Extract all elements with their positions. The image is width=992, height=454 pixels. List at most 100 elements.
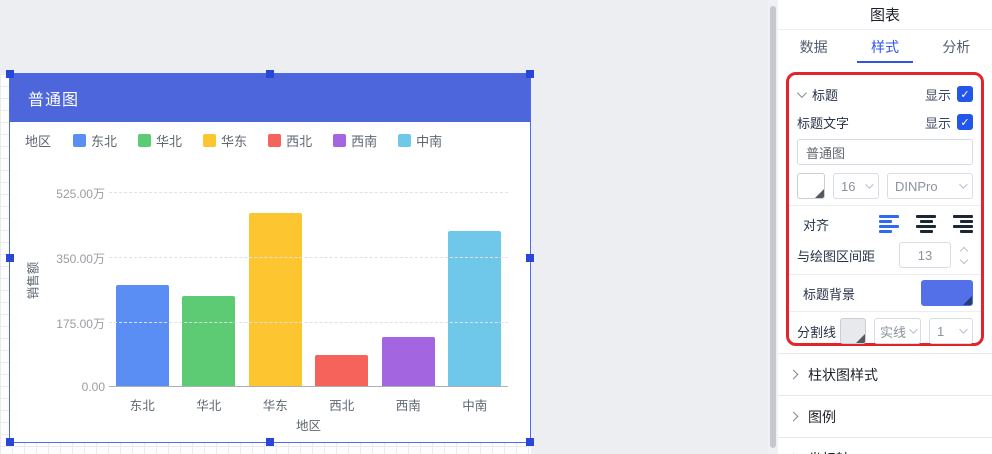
bar-西北[interactable] (315, 355, 369, 386)
y-tick-label: 350.00万 (56, 252, 105, 266)
bar-slot (309, 192, 376, 386)
legend-label: 中南 (416, 133, 443, 149)
align-right-icon[interactable] (953, 215, 973, 233)
divider-width-select[interactable]: 1 (929, 318, 973, 344)
bar-slot (442, 192, 509, 386)
selection-handle-top-left[interactable] (6, 70, 14, 78)
title-text-row: 标题文字 显示 ✓ (797, 108, 973, 136)
spacing-input[interactable]: 13 (899, 242, 951, 268)
chevron-right-icon (788, 411, 799, 422)
chart-widget[interactable]: 普通图 地区 东北 华北 华东 西北 西南 中南 0.00 175.00万 350.00万 52… (6, 70, 534, 446)
font-size-value: 16 (841, 178, 856, 194)
spacing-row: 与绘图区间距 13 (797, 239, 973, 271)
stepper-up-icon[interactable] (959, 246, 969, 255)
legend-swatch (333, 133, 347, 147)
legend-swatch (203, 133, 217, 147)
x-tick-label: 西南 (395, 399, 421, 413)
legend-item[interactable]: 东北 (73, 131, 117, 150)
x-axis-labels: 东北 华北 华东 西北 西南 中南 (109, 395, 508, 414)
divider-width-value: 1 (937, 323, 945, 339)
section-label: 图例 (808, 408, 836, 425)
selection-handle-top-right[interactable] (526, 70, 534, 78)
align-center-icon[interactable] (916, 215, 936, 233)
legend-item[interactable]: 中南 (398, 131, 442, 150)
x-tick-label: 西北 (329, 399, 355, 413)
scrollbar-thumb[interactable] (770, 6, 776, 448)
selection-handle-right[interactable] (526, 254, 534, 262)
title-text-checkbox[interactable]: ✓ (957, 114, 973, 130)
stepper-down-icon[interactable] (959, 255, 969, 264)
divider-color-swatch[interactable] (840, 318, 866, 344)
legend-item[interactable]: 西南 (333, 131, 377, 150)
settings-panel: 图表 数据 样式 分析 标题 显示 ✓ 标题文字 显示 ✓ (778, 0, 992, 454)
selection-handle-top-center[interactable] (266, 70, 274, 78)
spacing-stepper[interactable] (955, 242, 973, 268)
swatch-corner (963, 296, 972, 305)
x-axis-title: 地区 (295, 419, 321, 433)
x-tick-label: 华北 (196, 399, 222, 413)
bar-slot (176, 192, 243, 386)
legend-label: 西北 (286, 133, 313, 149)
y-tick-label: 175.00万 (56, 317, 105, 331)
bar-slot (242, 192, 309, 386)
chevron-down-icon (909, 325, 918, 334)
chart-legend: 地区 东北 华北 华东 西北 西南 中南 (25, 128, 463, 152)
font-size-select[interactable]: 16 (833, 173, 879, 199)
title-section-highlight: 标题 显示 ✓ 标题文字 显示 ✓ 16 (786, 72, 984, 346)
swatch-corner (815, 189, 824, 198)
y-tick-label: 525.00万 (56, 187, 105, 201)
y-axis-labels: 0.00 175.00万 350.00万 525.00万 (13, 187, 105, 394)
tab-style[interactable]: 样式 (849, 30, 920, 63)
legend-item[interactable]: 华北 (138, 131, 182, 150)
selection-handle-bottom-center[interactable] (266, 438, 274, 446)
legend-title: 地区 (25, 133, 52, 149)
panel-section-坐标轴[interactable]: 坐标轴 (778, 437, 992, 454)
legend-label: 西南 (351, 133, 378, 149)
legend-swatch (138, 133, 152, 147)
font-family-select[interactable]: DINPro (887, 173, 973, 199)
title-section-label: 标题 (812, 87, 839, 103)
divider-label: 分割线 (797, 324, 837, 340)
bar-华东[interactable] (248, 212, 302, 386)
title-text-input[interactable] (797, 139, 973, 165)
tab-data[interactable]: 数据 (799, 38, 828, 55)
font-color-swatch[interactable] (797, 173, 825, 199)
chevron-down-icon (959, 325, 968, 334)
bar-西南[interactable] (381, 336, 435, 386)
legend-swatch (398, 133, 412, 147)
title-bg-row: 标题背景 (797, 278, 973, 308)
swatch-corner (856, 334, 865, 343)
divider-style-select[interactable]: 实线 (874, 318, 921, 344)
selection-handle-left[interactable] (6, 254, 14, 262)
x-tick-label: 中南 (462, 399, 488, 413)
title-section-header-row[interactable]: 标题 显示 ✓ (796, 80, 973, 108)
bar-东北[interactable] (115, 284, 169, 386)
legend-item[interactable]: 华东 (203, 131, 247, 150)
spacing-value: 13 (917, 247, 933, 263)
bar-华北[interactable] (182, 296, 236, 386)
divider-row: 分割线 实线 1 (797, 315, 973, 347)
tab-analysis[interactable]: 分析 (942, 38, 971, 55)
y-tick-label: 0.00 (81, 380, 105, 394)
chevron-down-icon (959, 180, 968, 189)
legend-swatch (73, 133, 87, 147)
chart-title-bar: 普通图 (10, 74, 530, 122)
panel-section-图例[interactable]: 图例 (778, 395, 992, 437)
selection-handle-bottom-left[interactable] (6, 438, 14, 446)
title-bg-color-swatch[interactable] (921, 280, 973, 306)
gridline (109, 322, 508, 323)
legend-item[interactable]: 西北 (268, 131, 312, 150)
legend-label: 东北 (91, 133, 118, 149)
chevron-right-icon (788, 369, 799, 380)
legend-label: 华东 (221, 133, 248, 149)
panel-section-柱状图样式[interactable]: 柱状图样式 (778, 353, 992, 395)
chevron-down-icon[interactable] (796, 87, 807, 98)
align-left-icon[interactable] (879, 215, 899, 233)
selection-handle-bottom-right[interactable] (526, 438, 534, 446)
gridline (109, 192, 508, 193)
bar-中南[interactable] (448, 231, 502, 386)
title-show-checkbox[interactable]: ✓ (957, 86, 973, 102)
bar-slot (375, 192, 442, 386)
title-bg-label: 标题背景 (803, 286, 856, 302)
